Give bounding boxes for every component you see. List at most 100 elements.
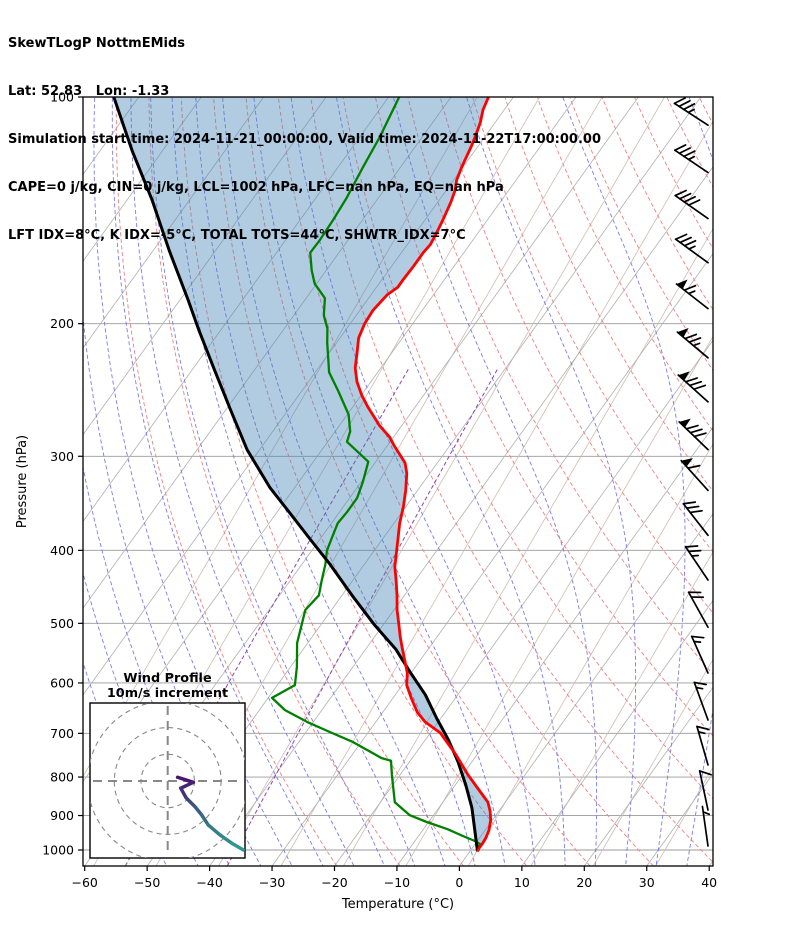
pressure-tick-label: 100 xyxy=(50,90,74,105)
header-times: Simulation start time: 2024-11-21_00:00:… xyxy=(8,132,601,147)
dry-adiabat-line xyxy=(245,97,591,866)
dry-adiabat-line xyxy=(699,97,713,126)
wind-barb xyxy=(684,545,709,581)
header-indices-line: LFT IDX=8°C, K IDX=-5°C, TOTAL TOTS=44°C… xyxy=(8,228,466,243)
isotherm-line xyxy=(334,339,713,866)
pressure-tick-label: 1000 xyxy=(42,843,74,858)
wind-barb xyxy=(701,805,711,847)
hodograph-trace-segment xyxy=(230,841,245,852)
guide-line xyxy=(467,443,713,866)
guide-line xyxy=(343,227,713,866)
dry-adiabat-line xyxy=(115,97,338,866)
x-axis-label: Temperature (°C) xyxy=(341,897,454,912)
temperature-curve xyxy=(353,97,493,852)
wind-barb xyxy=(673,97,709,127)
guide-line xyxy=(781,97,794,866)
y-axis-label: Pressure (hPa) xyxy=(15,435,30,528)
chart-header: SkewTLogP NottmEMids Lat: 52.83 Lon: -1.… xyxy=(8,4,601,276)
wind-barb xyxy=(674,189,709,220)
isotherm-line xyxy=(271,252,713,866)
wind-barb xyxy=(674,233,709,264)
temperature-tick-label: 30 xyxy=(639,875,655,890)
moist-adiabat-line xyxy=(466,97,637,866)
temperature-tick-label: −60 xyxy=(72,875,98,890)
guide-line xyxy=(280,120,713,866)
hodograph-title: Wind Profile xyxy=(123,671,212,686)
pressure-tick-label: 500 xyxy=(50,616,74,631)
wind-barb xyxy=(687,591,709,629)
hodograph-ring xyxy=(113,727,222,835)
pressure-tick-label: 300 xyxy=(50,449,74,464)
moist-adiabat-line xyxy=(83,313,262,866)
mixing-ratio-line xyxy=(226,368,499,866)
hodograph-trace-segment xyxy=(179,786,188,800)
isotherm-line xyxy=(83,97,514,696)
moist-adiabat-line xyxy=(686,97,713,866)
dry-adiabat-line xyxy=(472,97,713,553)
dry-adiabat-line xyxy=(310,97,713,863)
wind-barb xyxy=(693,681,709,721)
moist-adiabat-line xyxy=(222,97,476,866)
temperature-tick-label: −30 xyxy=(259,875,285,890)
isotherm-line xyxy=(83,97,327,436)
hodograph-trace-segment xyxy=(206,823,222,837)
dry-adiabat-line xyxy=(277,97,654,866)
dry-adiabat-line xyxy=(666,97,713,188)
hodograph-trace-segment xyxy=(199,813,211,827)
guide-line xyxy=(718,97,794,866)
isotherm-line xyxy=(583,686,713,866)
moist-adiabat-line xyxy=(392,97,598,866)
wind-barb xyxy=(675,279,709,310)
wind-barb xyxy=(690,635,709,674)
temperature-tick-label: 40 xyxy=(701,875,717,890)
parcel-curve xyxy=(112,97,479,852)
hodograph-trace-segment xyxy=(193,804,204,817)
temperature-tick-label: 10 xyxy=(514,875,530,890)
header-title: SkewTLogP NottmEMids xyxy=(8,36,186,51)
moist-adiabat-line xyxy=(130,97,355,866)
wind-barb xyxy=(680,458,709,492)
temperature-tick-label: −40 xyxy=(196,875,222,890)
isotherm-line xyxy=(209,166,713,866)
moist-adiabat-line xyxy=(336,97,566,866)
moist-adiabat-line xyxy=(253,97,506,866)
wind-barb xyxy=(696,725,710,766)
header-cape-line: CAPE=0 j/kg, CIN=0 j/kg, LCL=1002 hPa, L… xyxy=(8,180,504,195)
moist-adiabat-line xyxy=(717,91,794,869)
isotherm-line xyxy=(396,426,713,866)
temperature-tick-label: −10 xyxy=(384,875,410,890)
hodograph-trace-segment xyxy=(179,780,196,790)
dry-adiabat-line xyxy=(601,97,713,311)
pressure-tick-label: 700 xyxy=(50,726,74,741)
pressure-tick-label: 600 xyxy=(50,675,74,690)
wind-barb xyxy=(682,501,709,537)
hodograph-subtitle: 10m/s increment xyxy=(107,686,228,701)
isotherm-line xyxy=(459,513,713,866)
temperature-tick-label: −20 xyxy=(321,875,347,890)
temperature-tick-label: −50 xyxy=(134,875,160,890)
guide-line xyxy=(405,335,713,866)
isotherm-line xyxy=(708,860,713,866)
isotherm-line xyxy=(83,97,452,609)
pressure-tick-label: 200 xyxy=(50,316,74,331)
dewpoint-curve xyxy=(270,97,482,852)
wind-barb xyxy=(673,144,709,174)
wind-barb xyxy=(698,770,712,811)
dry-adiabat-line xyxy=(213,97,528,866)
dry-adiabat-lines xyxy=(115,97,713,866)
guide-line xyxy=(530,550,713,866)
wind-barb xyxy=(678,418,709,451)
dry-adiabat-line xyxy=(537,97,713,432)
guide-line xyxy=(655,766,713,866)
moist-adiabat-lines xyxy=(83,91,794,869)
wind-barb xyxy=(677,371,709,403)
wind-barb xyxy=(676,327,709,359)
dry-adiabat-line xyxy=(439,97,713,614)
moist-adiabat-line xyxy=(195,97,446,866)
pressure-tick-label: 400 xyxy=(50,543,74,558)
wind-barbs xyxy=(673,97,712,847)
temperature-tick-label: 0 xyxy=(455,875,463,890)
